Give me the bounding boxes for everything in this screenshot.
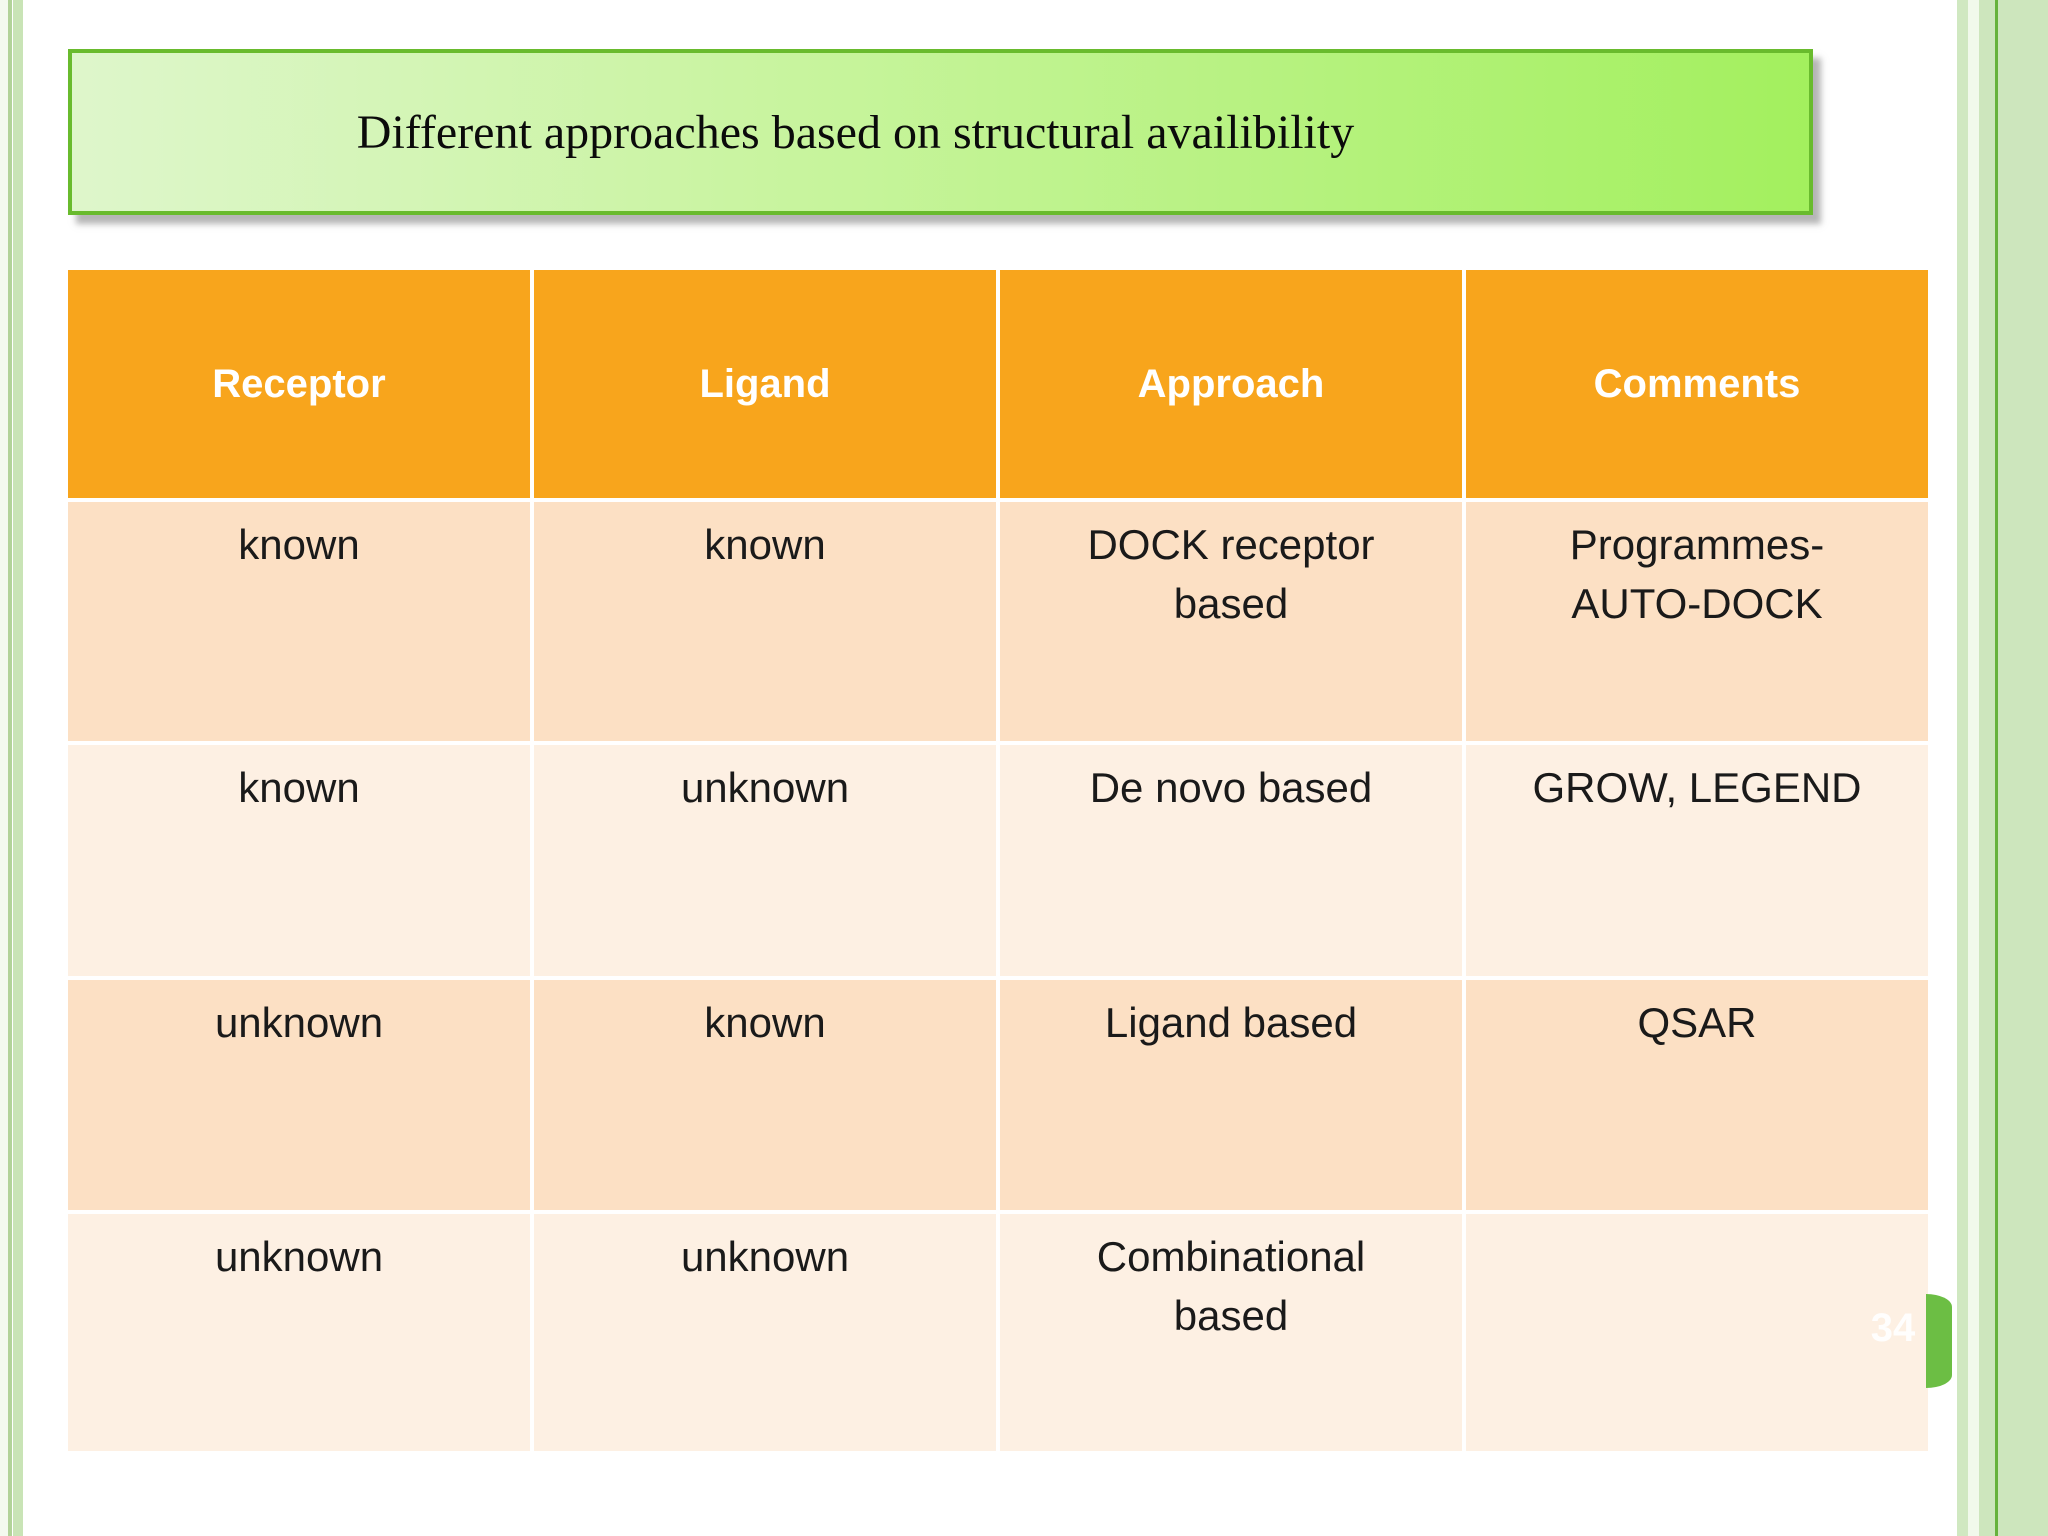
cell-row1-approach: DOCK receptor based — [1000, 502, 1462, 741]
right-edge-dark-line — [1995, 0, 1998, 1536]
cell-row3-receptor: unknown — [68, 980, 530, 1210]
right-edge-inner-stripe — [1957, 0, 1968, 1536]
right-edge-gap-stripe — [1968, 0, 1979, 1536]
cell-row4-ligand: unknown — [534, 1214, 996, 1451]
cell-row3-comments: QSAR — [1466, 980, 1928, 1210]
cell-row4-receptor: unknown — [68, 1214, 530, 1451]
page-number: 34 — [1870, 1306, 1916, 1350]
cell-row4-comments — [1466, 1214, 1928, 1451]
column-header-ligand: Ligand — [534, 270, 996, 498]
cell-row1-ligand: known — [534, 502, 996, 741]
right-edge-field-stripe — [1979, 0, 2048, 1536]
slide-title-banner: Different approaches based on structural… — [68, 49, 1813, 215]
column-header-comments: Comments — [1466, 270, 1928, 498]
slide-title: Different approaches based on structural… — [356, 105, 1355, 159]
column-header-approach: Approach — [1000, 270, 1462, 498]
page-number-accent-semicircle — [1926, 1294, 1952, 1388]
left-edge-wide-stripe — [13, 0, 23, 1536]
left-edge-thin-stripe — [8, 0, 12, 1536]
cell-row1-receptor: known — [68, 502, 530, 741]
cell-row1-comments: Programmes- AUTO-DOCK — [1466, 502, 1928, 741]
approaches-table: Receptor Ligand Approach Comments known … — [68, 270, 1928, 1451]
cell-row4-approach: Combinational based — [1000, 1214, 1462, 1451]
cell-row3-ligand: known — [534, 980, 996, 1210]
column-header-receptor: Receptor — [68, 270, 530, 498]
cell-row2-receptor: known — [68, 745, 530, 976]
cell-row2-comments: GROW, LEGEND — [1466, 745, 1928, 976]
cell-row2-ligand: unknown — [534, 745, 996, 976]
left-edge-background-stripe — [0, 0, 8, 1536]
cell-row3-approach: Ligand based — [1000, 980, 1462, 1210]
cell-row2-approach: De novo based — [1000, 745, 1462, 976]
